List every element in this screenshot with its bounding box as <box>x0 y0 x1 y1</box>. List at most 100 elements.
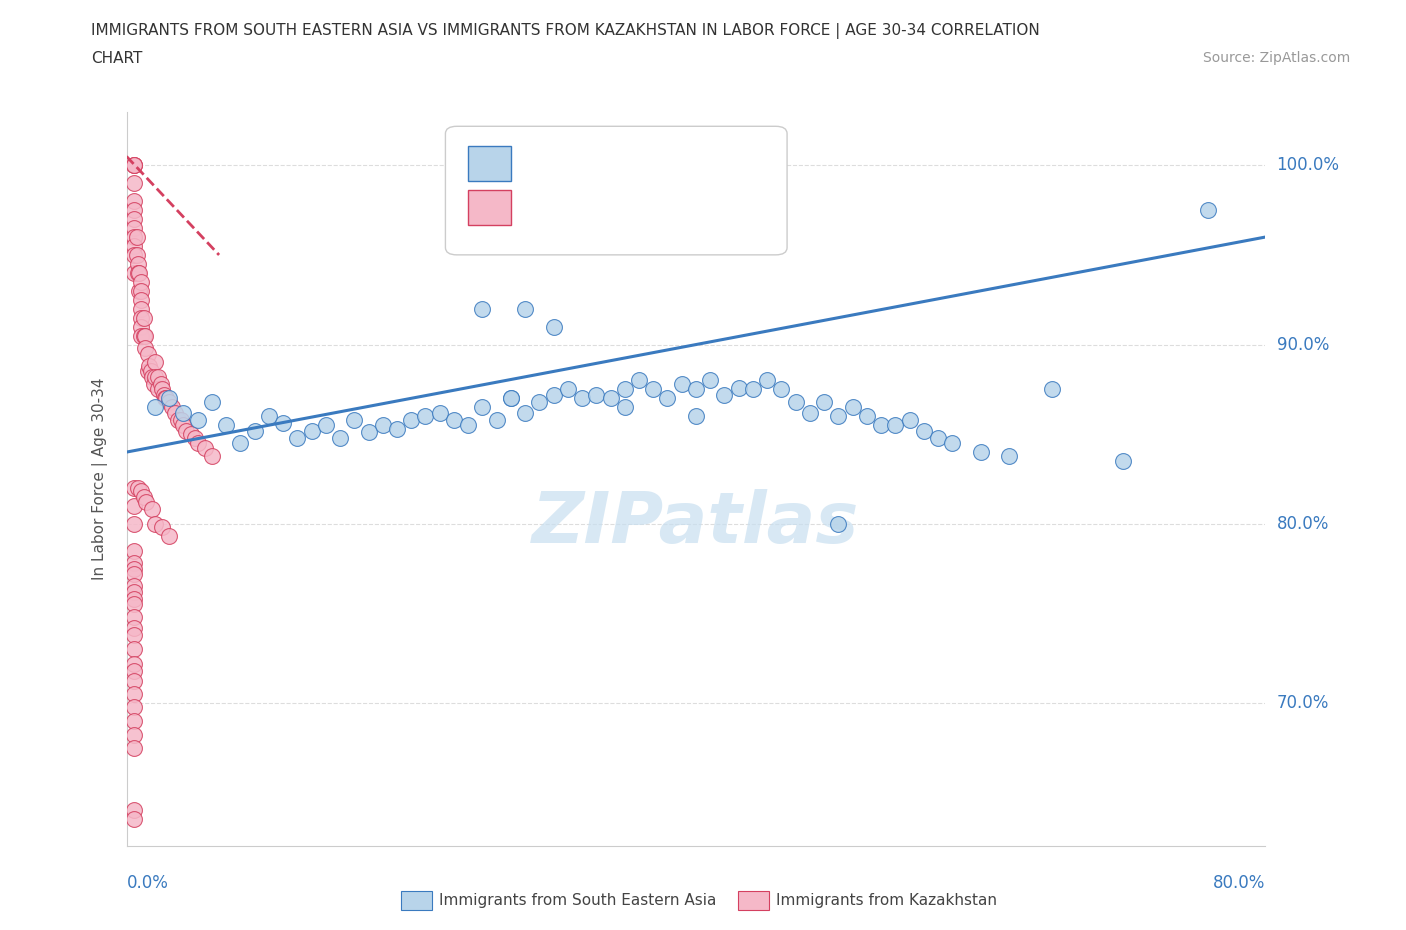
Point <box>143 516 166 531</box>
Point <box>870 418 893 432</box>
Point <box>515 301 537 316</box>
Point <box>122 591 145 606</box>
Point <box>229 435 252 450</box>
Point <box>122 609 145 624</box>
Point <box>471 301 494 316</box>
Point <box>770 382 793 397</box>
Point <box>471 400 494 415</box>
Point <box>129 284 152 299</box>
Point <box>155 391 177 405</box>
Point <box>127 265 149 280</box>
Text: 0.0%: 0.0% <box>127 874 169 892</box>
Point <box>727 380 749 395</box>
Point <box>529 394 551 409</box>
Point <box>122 481 145 496</box>
Point <box>122 728 145 743</box>
FancyBboxPatch shape <box>446 126 787 255</box>
Point <box>122 663 145 678</box>
Point <box>122 628 145 643</box>
Point <box>146 369 169 384</box>
Point <box>429 405 451 420</box>
Point <box>1112 454 1135 469</box>
Point <box>898 412 921 427</box>
Point <box>149 377 172 392</box>
Point <box>941 435 963 450</box>
Point <box>122 203 145 218</box>
Y-axis label: In Labor Force | Age 30-34: In Labor Force | Age 30-34 <box>91 378 108 580</box>
Point <box>169 412 191 427</box>
Point <box>129 319 152 334</box>
Point <box>257 409 280 424</box>
Point <box>499 391 522 405</box>
Text: N = 89: N = 89 <box>657 196 718 215</box>
Point <box>136 346 159 361</box>
Point <box>122 566 145 581</box>
Point <box>184 431 207 445</box>
Point <box>643 382 665 397</box>
Point <box>132 328 155 343</box>
Point <box>122 212 145 227</box>
Point <box>912 423 935 438</box>
Point <box>613 400 636 415</box>
Point <box>841 400 863 415</box>
Point <box>172 405 194 420</box>
Text: CHART: CHART <box>91 51 143 66</box>
Point <box>122 230 145 245</box>
Point <box>166 412 188 427</box>
Point <box>194 441 217 456</box>
Point <box>187 435 209 450</box>
Point <box>157 529 180 544</box>
Text: 80.0%: 80.0% <box>1277 514 1329 533</box>
Text: Immigrants from South Eastern Asia: Immigrants from South Eastern Asia <box>439 893 716 908</box>
Point <box>415 409 437 424</box>
Point <box>315 418 337 432</box>
Point <box>132 311 155 325</box>
Point <box>457 418 479 432</box>
Point <box>371 418 394 432</box>
Point <box>122 498 145 513</box>
Point <box>585 387 607 402</box>
Point <box>125 247 148 262</box>
Point <box>132 489 155 504</box>
Point <box>122 686 145 701</box>
Point <box>122 699 145 714</box>
Point <box>160 400 183 415</box>
Point <box>813 394 835 409</box>
Point <box>122 812 145 827</box>
Point <box>613 382 636 397</box>
Point <box>128 284 150 299</box>
Point <box>129 301 152 316</box>
Text: 80.0%: 80.0% <box>1213 874 1265 892</box>
Point <box>855 409 877 424</box>
Point <box>150 520 173 535</box>
Point <box>271 416 294 431</box>
Point <box>122 193 145 208</box>
Point <box>135 495 157 510</box>
Point <box>799 405 821 420</box>
Point <box>287 431 309 445</box>
Point <box>685 382 707 397</box>
Point <box>571 391 593 405</box>
Point <box>122 239 145 254</box>
Point <box>122 579 145 594</box>
Point <box>129 311 152 325</box>
Point <box>201 394 224 409</box>
Point <box>215 418 238 432</box>
Point <box>515 405 537 420</box>
Point <box>122 597 145 612</box>
Point <box>134 340 156 355</box>
Point <box>141 369 163 384</box>
Point <box>884 418 907 432</box>
Text: Source: ZipAtlas.com: Source: ZipAtlas.com <box>1202 51 1350 65</box>
Point <box>122 265 145 280</box>
Point <box>329 431 352 445</box>
Text: R = 0.408: R = 0.408 <box>526 153 616 170</box>
Point <box>827 516 849 531</box>
Point <box>152 387 174 402</box>
Point <box>127 481 149 496</box>
Point <box>485 412 508 427</box>
Point <box>343 412 366 427</box>
Point <box>122 220 145 235</box>
Point <box>125 230 148 245</box>
Point <box>827 409 849 424</box>
